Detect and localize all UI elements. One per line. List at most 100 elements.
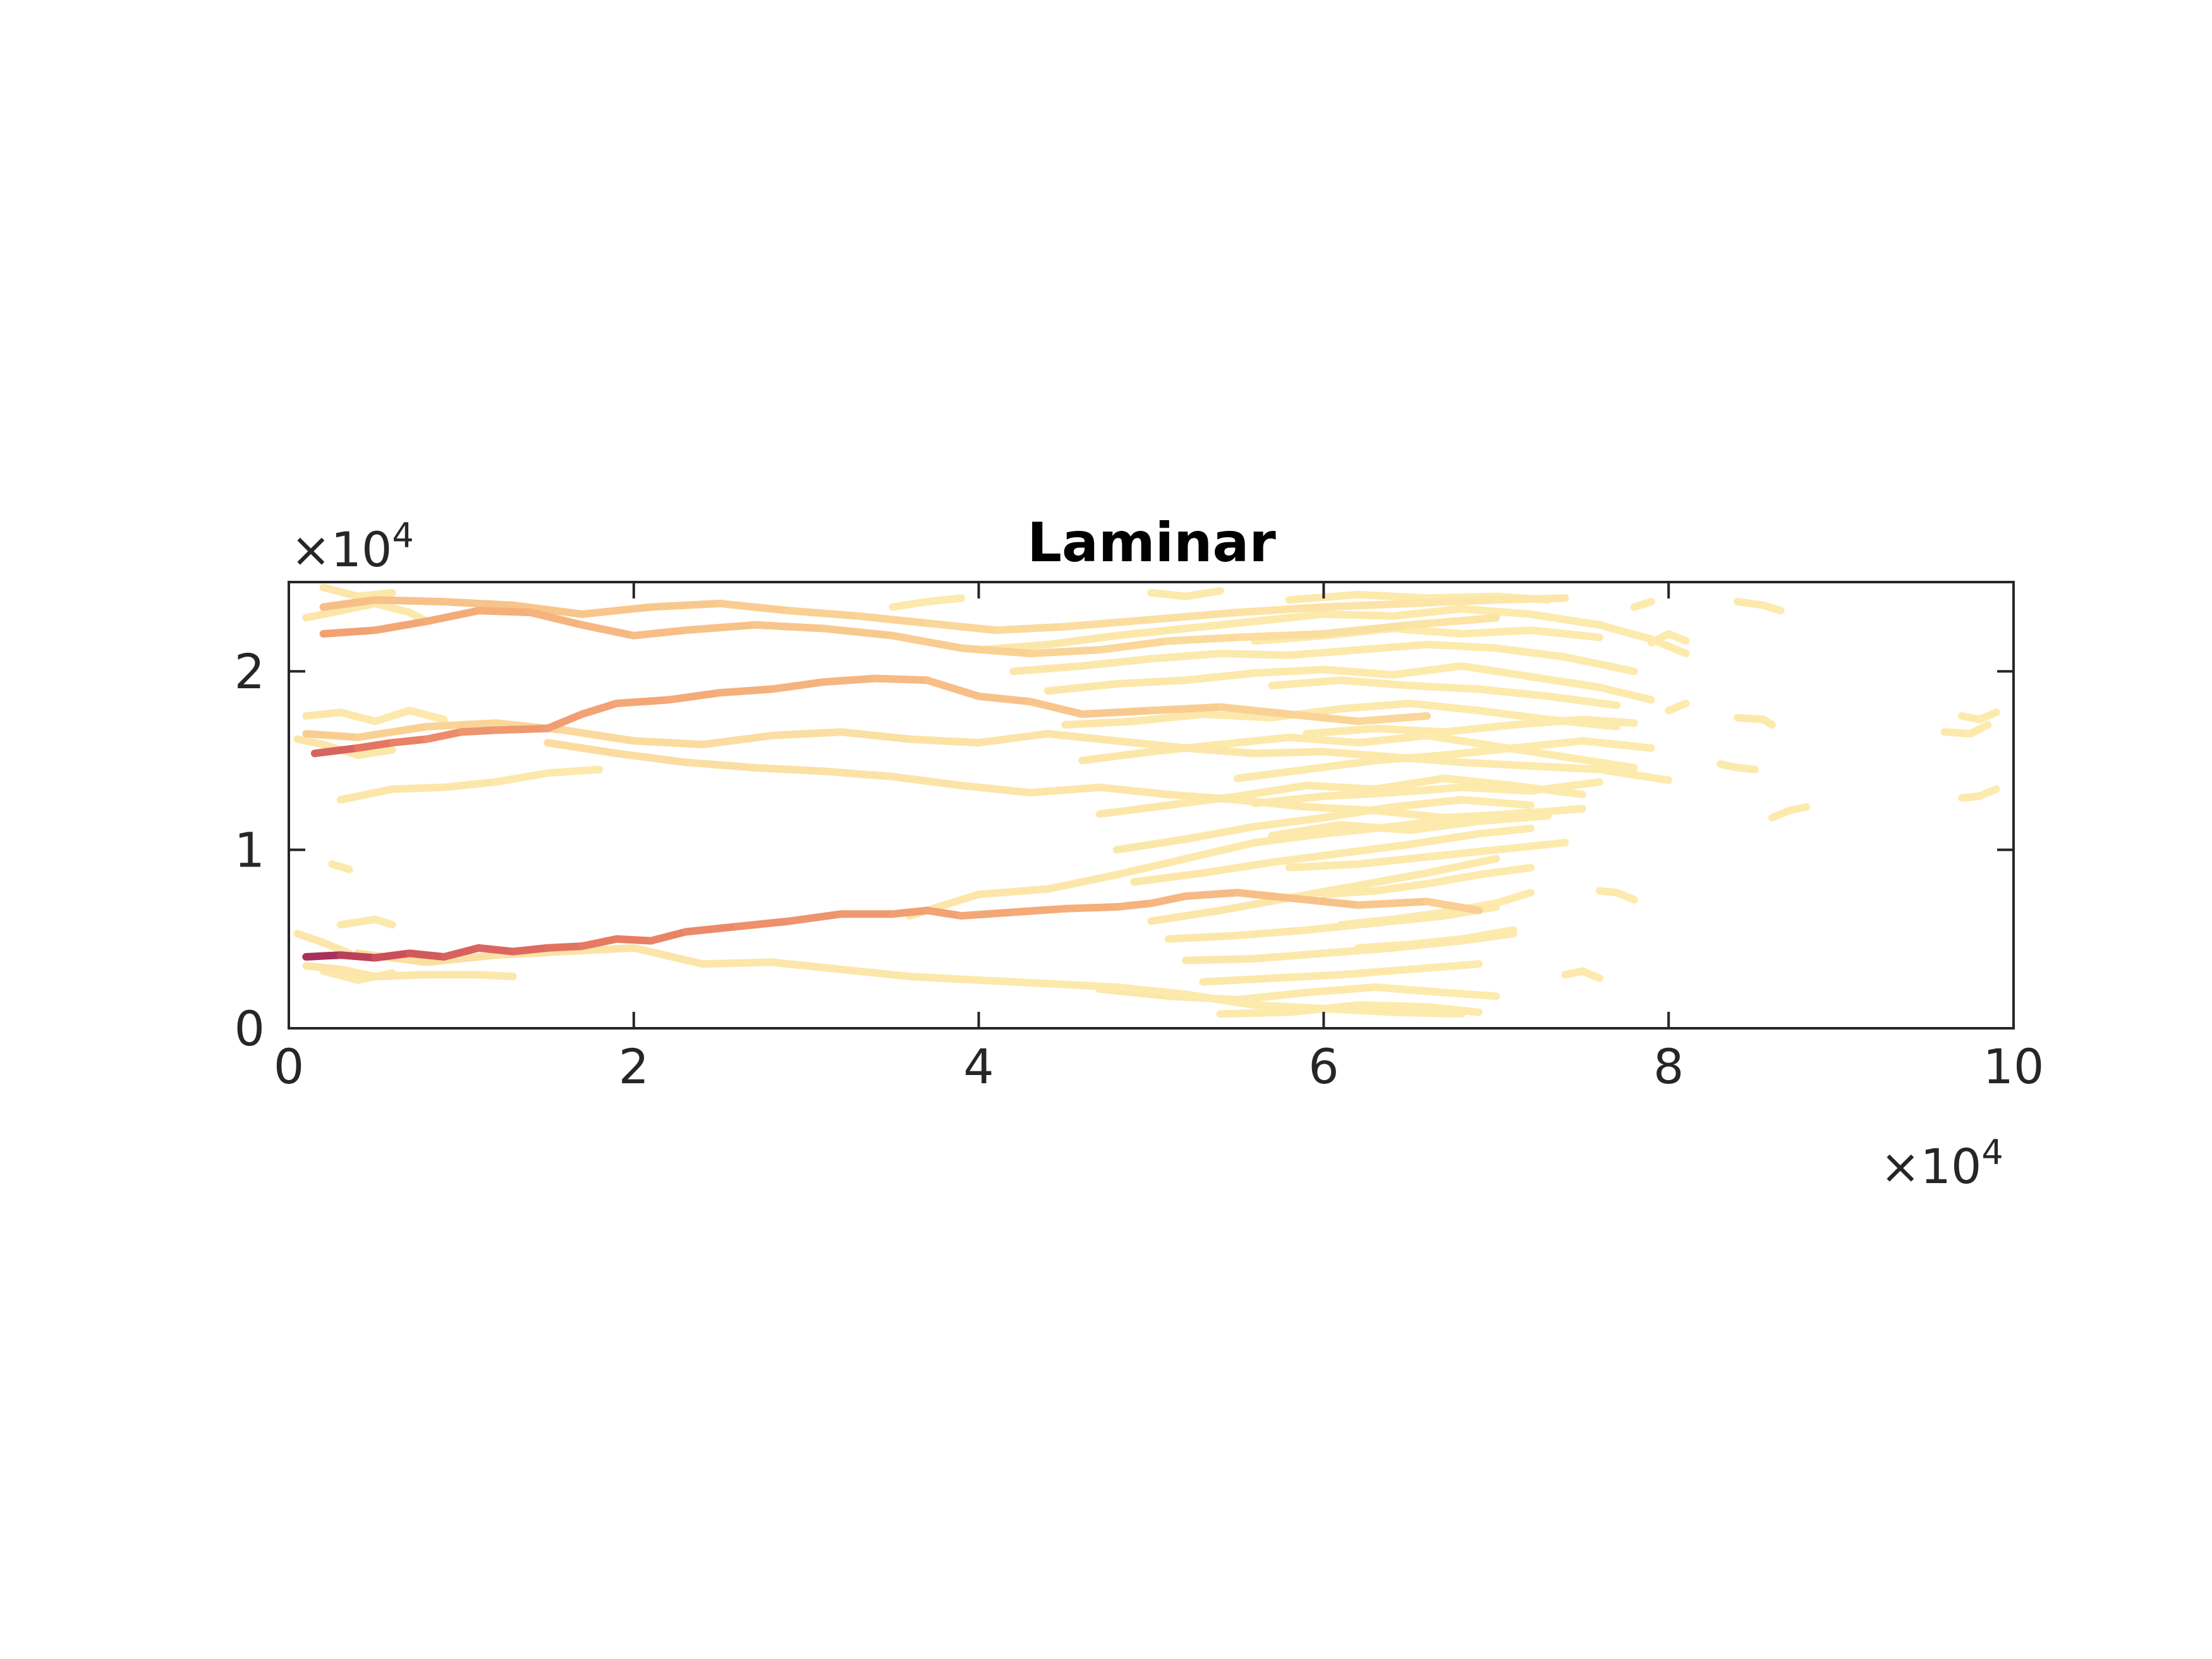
trajectory-segment (440, 598, 517, 609)
trajectory-segment (1492, 742, 1569, 761)
trajectory-segment (612, 696, 672, 707)
trajectory-segment (1147, 892, 1190, 908)
trajectory-segment (1251, 949, 1328, 963)
trajectory-segment (1423, 731, 1500, 750)
trajectory-segment (1371, 880, 1431, 895)
trajectory-segment (1354, 853, 1431, 868)
trajectory-segment (957, 908, 1018, 920)
trajectory-segment (1095, 783, 1172, 799)
trajectory-segment (1354, 869, 1431, 890)
trajectory-segment (1406, 960, 1483, 973)
trajectory-segment (768, 958, 845, 973)
trajectory-segment (750, 763, 827, 775)
trajectory-segment (1078, 707, 1155, 718)
trajectory-series-30 (1268, 676, 1621, 709)
x-exponent-label: ×104 (1880, 1133, 2003, 1194)
trajectory-segment (1303, 803, 1380, 815)
y-tick-label: 2 (234, 643, 265, 700)
x-tick-label: 0 (274, 1038, 304, 1095)
trajectory-segment (1061, 717, 1138, 729)
trajectory-segment (336, 785, 396, 804)
trajectory-segment (423, 951, 500, 966)
trajectory-segment (785, 607, 862, 620)
trajectory-series-22 (1199, 960, 1483, 986)
chart-title: Laminar (1027, 511, 1276, 574)
trajectory-segment (1371, 983, 1449, 997)
trajectory-segment (578, 621, 638, 640)
trajectory-segment (1112, 854, 1190, 879)
trajectory-segment (992, 623, 1069, 635)
x-tick-label: 10 (1983, 1038, 2045, 1095)
trajectory-segment (354, 739, 396, 752)
trajectory-segment (1216, 650, 1293, 659)
trajectory-segment (1354, 1001, 1431, 1011)
trajectory-segment (1303, 983, 1380, 997)
trajectory-segment (1578, 967, 1603, 982)
trajectory-segment (336, 951, 379, 962)
trajectory-segment (1457, 662, 1534, 681)
trajectory-segment (1354, 731, 1431, 747)
trajectory-segment (681, 923, 741, 936)
trajectory-segment (1440, 810, 1517, 822)
trajectory-segment (768, 728, 845, 739)
trajectory-segment (1147, 650, 1224, 663)
trajectory-segment (1371, 912, 1449, 927)
x-tick-label: 2 (619, 1038, 649, 1095)
trajectory-segment (561, 944, 638, 956)
trajectory-segment (1613, 889, 1638, 904)
y-axis: 0 1 2 (234, 643, 2014, 1057)
trajectory-segment (750, 621, 827, 633)
trajectory-segment (1457, 796, 1534, 809)
trajectory-segment (423, 607, 483, 626)
trajectory-segment (1457, 930, 1517, 945)
trajectory-segment (768, 678, 827, 693)
trajectory-series-21 (1182, 930, 1517, 964)
trajectory-segment (1492, 839, 1569, 854)
trajectory-segment (1457, 758, 1534, 770)
trajectory-segment (629, 944, 707, 968)
trajectory-segment (1734, 763, 1759, 774)
trajectory-segment (785, 910, 845, 925)
trajectory-series-8 (354, 944, 1466, 1018)
trajectory-segment (1492, 594, 1569, 604)
trajectory-segment (889, 598, 931, 611)
trajectory-segment (1199, 710, 1276, 722)
trajectory-segment (1526, 626, 1603, 641)
trajectory-segment (1216, 703, 1293, 718)
x-tick-label: 6 (1308, 1038, 1339, 1095)
trajectory-segment (1009, 904, 1069, 916)
trajectory-segment (1440, 720, 1517, 736)
trajectory-segment (1078, 655, 1155, 670)
trajectory-segment (371, 915, 396, 929)
x-tick-label: 4 (963, 1038, 994, 1095)
trajectory-segment (612, 750, 690, 767)
trajectory-series-6 (544, 739, 1586, 822)
trajectory-segment (957, 781, 1035, 797)
y-tick-label: 1 (234, 822, 265, 878)
trajectory-segment (906, 735, 983, 747)
trajectory-series-43 (328, 860, 353, 873)
trajectory-segment (319, 583, 362, 600)
trajectory-segment (1561, 653, 1638, 676)
trajectory-segment (544, 942, 586, 952)
trajectory-segment (293, 930, 327, 947)
trajectory-segment (1095, 637, 1172, 654)
trajectory-series-3 (319, 607, 1500, 657)
trajectory-segment (1061, 903, 1121, 913)
trajectory-segment (1303, 781, 1380, 793)
x-exponent-power: 4 (1981, 1133, 2003, 1172)
trajectory-segment (1578, 737, 1655, 752)
trajectory-segment (1026, 698, 1086, 718)
trajectory-segment (336, 599, 379, 615)
trajectory-segment (1475, 863, 1534, 879)
trajectory-segment (475, 944, 517, 956)
trajectory-segment (328, 860, 353, 873)
trajectory-segment (1337, 841, 1414, 858)
trajectory-segment (1423, 871, 1483, 888)
y-exponent-power: 4 (392, 516, 413, 556)
trajectory-segment (1268, 821, 1345, 839)
trajectory-segment (388, 735, 431, 747)
trajectory-segment (837, 965, 914, 981)
